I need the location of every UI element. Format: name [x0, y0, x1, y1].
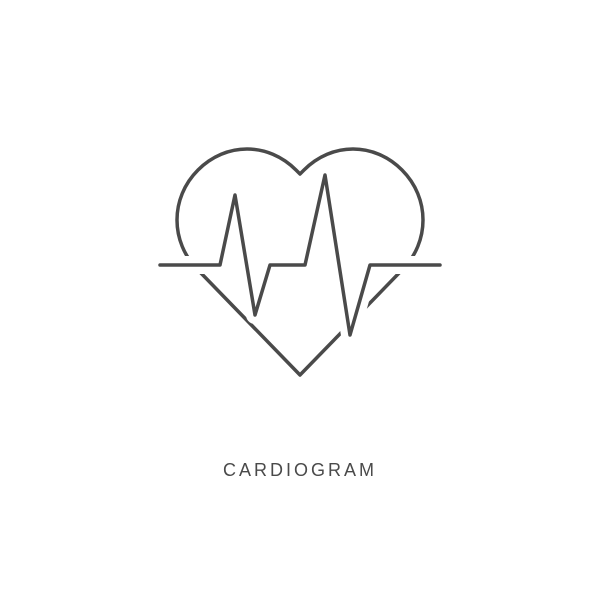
cardiogram-icon: [150, 120, 450, 400]
cardiogram-figure: CARDIOGRAM: [150, 120, 450, 481]
ecg-line: [160, 175, 440, 335]
icon-label: CARDIOGRAM: [223, 460, 377, 481]
